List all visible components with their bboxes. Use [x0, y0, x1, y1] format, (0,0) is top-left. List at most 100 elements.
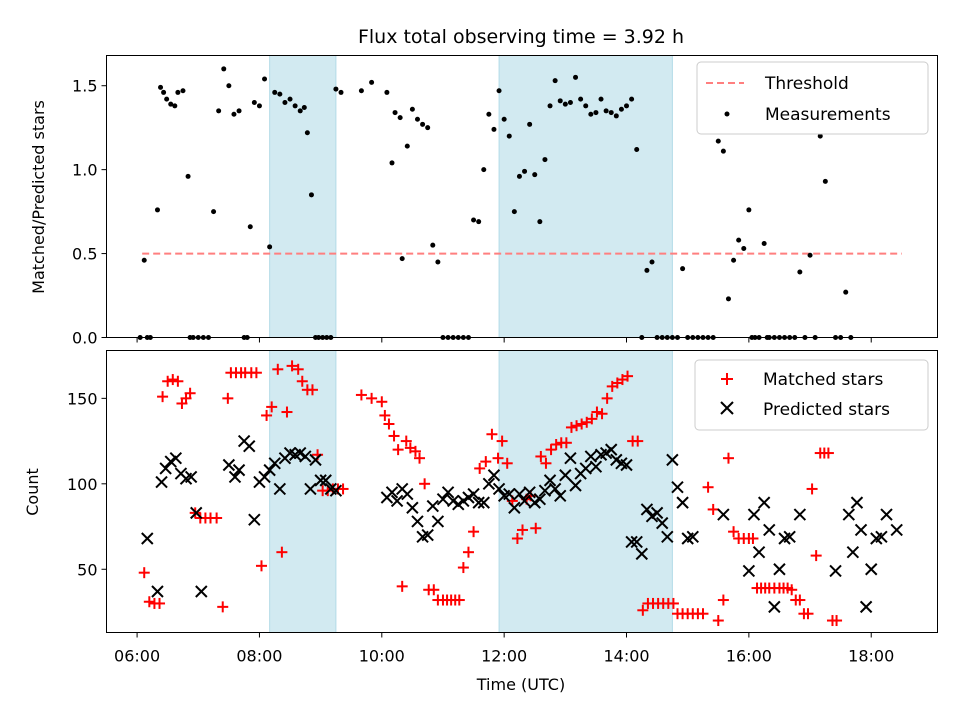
measurement-point: [308, 192, 314, 198]
observing-window: [498, 55, 673, 338]
matched-star-point: [162, 375, 174, 387]
measurement-point: [168, 101, 174, 107]
measurement-point: [501, 116, 507, 122]
measurement-point: [624, 103, 630, 109]
matched-star-point: [802, 608, 814, 620]
predicted-star-point: [482, 477, 496, 491]
predicted-star-point: [538, 484, 552, 497]
matched-star-point: [591, 406, 603, 418]
matched-star-point: [728, 526, 740, 538]
measurements-legend-label: Measurements: [765, 105, 891, 125]
predicted-star-point: [421, 528, 434, 542]
predicted-star-point: [773, 563, 786, 576]
observing-window: [498, 350, 673, 633]
measurement-point: [277, 91, 283, 97]
predicted-star-point: [411, 515, 424, 528]
predicted-star-point: [548, 482, 562, 496]
measurement-point: [420, 121, 426, 127]
y-tick-label: 0.0: [72, 329, 97, 348]
matched-star-point: [535, 450, 547, 462]
measurement-point: [221, 66, 227, 72]
matched-star-point: [296, 375, 308, 387]
matched-star-point: [306, 384, 318, 396]
measurement-point: [542, 157, 548, 163]
measurement-point: [211, 209, 217, 215]
measurement-point: [613, 113, 619, 119]
matched-legend-label: Matched stars: [763, 370, 883, 390]
predicted-star-point: [676, 496, 689, 509]
matched-star-point: [596, 408, 608, 420]
predicted-star-point: [579, 462, 592, 475]
measurement-point: [369, 79, 375, 85]
predicted-star-point: [533, 492, 547, 506]
measurement-point: [141, 257, 147, 263]
measurement-point: [516, 173, 522, 179]
measurement-point: [297, 108, 303, 114]
measurement-point: [430, 242, 436, 248]
matched-star-point: [747, 533, 759, 544]
matched-star-point: [822, 447, 834, 459]
predicted-star-point: [559, 469, 572, 482]
x-tick-label: 16:00: [726, 647, 772, 666]
matched-star-point: [414, 452, 426, 464]
measurement-point: [817, 133, 823, 139]
measurement-point: [567, 100, 573, 105]
predicted-legend-marker: [720, 401, 734, 415]
measurement-point: [267, 244, 273, 250]
predicted-star-point: [503, 487, 516, 501]
predicted-star-point: [554, 489, 567, 502]
matched-star-point: [786, 584, 798, 596]
y-tick-label: 1.5: [72, 77, 97, 96]
matched-star-point: [261, 409, 273, 421]
measurement-point: [435, 259, 441, 265]
predicted-star-point: [268, 457, 281, 470]
measurement-point: [496, 88, 502, 94]
matched-star-point: [480, 456, 492, 468]
measurement-point: [236, 108, 242, 114]
measurement-point: [797, 269, 803, 275]
measurement-point: [414, 116, 420, 122]
measurement-point: [715, 138, 721, 144]
predicted-star-point: [846, 545, 860, 559]
predicted-star-point: [880, 508, 893, 521]
measurement-point: [557, 98, 563, 104]
predicted-star-point: [589, 460, 603, 473]
predicted-star-point: [564, 451, 577, 465]
measurement-point: [481, 167, 487, 173]
predicted-star-point: [190, 506, 203, 520]
predicted-star-point: [508, 501, 521, 514]
predicted-star-point: [752, 545, 766, 559]
matched-star-point: [409, 445, 421, 457]
predicted-legend-label: Predicted stars: [763, 400, 890, 420]
matched-star-point: [806, 483, 818, 495]
measurement-point: [634, 147, 640, 152]
measurement-point: [154, 207, 160, 213]
measurement-point: [491, 126, 497, 132]
predicted-star-point: [141, 532, 154, 545]
measurement-point: [231, 111, 237, 117]
matched-star-point: [702, 481, 714, 493]
measurement-point: [736, 237, 742, 243]
measurement-point: [272, 89, 278, 95]
predicted-star-point: [195, 585, 208, 598]
measurement-point: [251, 100, 257, 105]
x-tick-label: 10:00: [359, 647, 405, 666]
predicted-star-point: [890, 523, 903, 537]
predicted-star-point: [850, 496, 864, 509]
predicted-star-point: [477, 496, 490, 509]
y-tick-label: 1.0: [72, 161, 97, 180]
measurement-point: [158, 84, 164, 90]
measurement-point: [506, 133, 512, 139]
predicted-star-point: [472, 496, 485, 509]
matched-star-point: [392, 444, 404, 456]
measurement-point: [537, 219, 543, 225]
predicted-star-point: [859, 600, 873, 614]
predicted-star-point: [717, 508, 730, 521]
matched-star-point: [794, 594, 806, 606]
predicted-star-point: [523, 486, 536, 499]
top-y-axis-ticks: 0.0 0.5 1.0 1.5: [72, 77, 107, 348]
predicted-star-point: [625, 535, 638, 549]
predicted-star-point: [655, 516, 669, 530]
measurement-point: [216, 108, 222, 114]
predicted-star-point: [406, 501, 419, 514]
